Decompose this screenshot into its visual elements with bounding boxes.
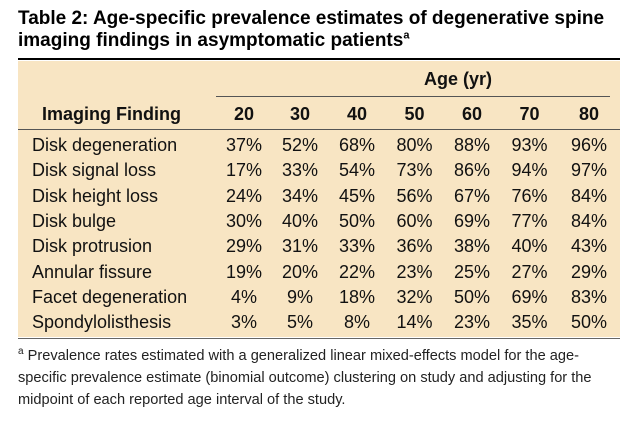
prevalence-cell: 45% [338, 185, 376, 206]
finding-label: Disk height loss [32, 185, 159, 206]
age-group-rule [216, 96, 610, 97]
bottom-rule [18, 338, 620, 339]
table-row: Disk protrusion 29% 31% 33% 36% 38% 40% 43% [18, 234, 620, 259]
prevalence-cell: 97% [570, 160, 608, 181]
finding-label: Disk signal loss [32, 160, 157, 181]
footnote-marker: a [18, 346, 24, 358]
prevalence-cell: 43% [570, 236, 608, 257]
prevalence-cell: 37% [225, 135, 263, 156]
title-footnote-marker: a [403, 29, 410, 42]
prevalence-cell: 34% [281, 185, 319, 206]
prevalence-cell: 84% [570, 211, 608, 232]
age-group-header: Age (yr) [423, 69, 492, 89]
table-row: Spondylolisthesis 3% 5% 8% 14% 23% 35% 50% [18, 310, 620, 335]
prevalence-cell: 20% [281, 261, 319, 282]
prevalence-cell: 88% [453, 135, 491, 156]
prevalence-cell: 40% [281, 211, 319, 232]
age-column-header: 70 [501, 99, 558, 130]
prevalence-cell: 31% [281, 236, 319, 257]
age-column-header: 60 [443, 99, 501, 130]
prevalence-cell: 86% [453, 160, 491, 181]
finding-label: Spondylolisthesis [32, 312, 172, 333]
finding-label: Facet degeneration [32, 286, 188, 307]
prevalence-cell: 36% [396, 236, 433, 257]
prevalence-cell: 50% [570, 312, 608, 333]
table-row: Facet degeneration 4% 9% 18% 32% 50% 69% 83% [18, 285, 620, 310]
prevalence-cell: 32% [396, 286, 433, 307]
prevalence-cell: 96% [570, 135, 608, 156]
prevalence-cell: 23% [396, 261, 433, 282]
prevalence-cell: 68% [338, 135, 376, 156]
prevalence-cell: 8% [343, 312, 370, 333]
prevalence-cell: 3% [230, 312, 257, 333]
prevalence-table: Age (yr) Imaging Finding 20 30 40 50 60 70 80 … [18, 61, 620, 337]
prevalence-cell: 25% [453, 261, 491, 282]
prevalence-cell: 80% [396, 135, 433, 156]
prevalence-cell: 93% [511, 135, 548, 156]
prevalence-cell: 73% [396, 160, 433, 181]
age-column-header: 80 [558, 99, 620, 130]
prevalence-cell: 38% [453, 236, 491, 257]
footnote-text: Prevalence rates estimated with a genera… [18, 348, 592, 408]
prevalence-cell: 4% [230, 286, 257, 307]
prevalence-cell: 5% [286, 312, 313, 333]
finding-label: Disk protrusion [32, 236, 153, 257]
prevalence-cell: 9% [286, 286, 313, 307]
prevalence-cell: 69% [453, 211, 491, 232]
prevalence-cell: 54% [338, 160, 376, 181]
prevalence-cell: 23% [453, 312, 491, 333]
age-column-header: 20 [216, 99, 272, 130]
prevalence-cell: 76% [511, 185, 548, 206]
table-title-text: Table 2: Age-specific prevalence estimat… [18, 8, 605, 51]
prevalence-cell: 50% [338, 211, 376, 232]
prevalence-cell: 30% [225, 211, 263, 232]
finding-label: Annular fissure [32, 261, 153, 282]
data-grid: Imaging Finding 20 30 40 50 60 70 80 Disk dege… [18, 99, 620, 335]
footnote: a Prevalence rates estimated with a gene… [18, 345, 620, 411]
prevalence-cell: 29% [570, 261, 608, 282]
prevalence-cell: 56% [396, 185, 433, 206]
prevalence-cell: 83% [570, 286, 608, 307]
table-row: Annular fissure 19% 20% 22% 23% 25% 27% 29% [18, 259, 620, 284]
prevalence-cell: 67% [453, 185, 491, 206]
table-row: Disk height loss 24% 34% 45% 56% 67% 76% 84% [18, 184, 620, 209]
prevalence-cell: 33% [281, 160, 319, 181]
prevalence-cell: 94% [511, 160, 548, 181]
prevalence-cell: 50% [453, 286, 491, 307]
prevalence-cell: 52% [281, 135, 319, 156]
prevalence-cell: 35% [511, 312, 548, 333]
table-row: Disk bulge 30% 40% 50% 60% 69% 77% 84% [18, 209, 620, 234]
table-body: Disk degeneration 37% 52% 68% 80% 88% 93% 96% Di… [18, 130, 620, 336]
age-column-header: 30 [272, 99, 328, 130]
prevalence-cell: 24% [225, 185, 263, 206]
finding-column-header: Imaging Finding [18, 99, 216, 130]
prevalence-cell: 84% [570, 185, 608, 206]
age-column-header: 50 [386, 99, 443, 130]
prevalence-cell: 27% [511, 261, 548, 282]
top-rule [18, 58, 620, 60]
table-row: Disk degeneration 37% 52% 68% 80% 88% 93% 96% [18, 130, 620, 159]
prevalence-cell: 18% [338, 286, 376, 307]
table-title: Table 2: Age-specific prevalence estimat… [18, 8, 618, 52]
prevalence-cell: 17% [225, 160, 263, 181]
prevalence-cell: 60% [396, 211, 433, 232]
finding-label: Disk degeneration [32, 135, 178, 156]
prevalence-cell: 22% [338, 261, 376, 282]
prevalence-cell: 77% [511, 211, 548, 232]
table-row: Disk signal loss 17% 33% 54% 73% 86% 94% 97% [18, 158, 620, 183]
header-row: Imaging Finding 20 30 40 50 60 70 80 [18, 99, 620, 130]
prevalence-cell: 33% [338, 236, 376, 257]
prevalence-cell: 69% [511, 286, 548, 307]
finding-label: Disk bulge [32, 211, 117, 232]
prevalence-cell: 14% [396, 312, 433, 333]
prevalence-cell: 40% [511, 236, 548, 257]
prevalence-cell: 19% [225, 261, 263, 282]
prevalence-cell: 29% [225, 236, 263, 257]
age-column-header: 40 [328, 99, 386, 130]
